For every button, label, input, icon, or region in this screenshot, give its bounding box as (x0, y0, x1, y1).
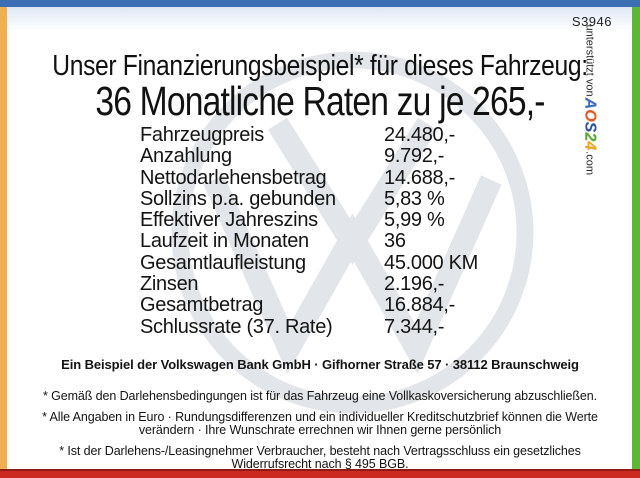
table-row: Zinsen 2.196,- (140, 273, 478, 296)
frame-border-bottom (0, 471, 640, 478)
frame-border-right (632, 7, 640, 469)
disclaimer-rounding: * Alle Angaben in Euro · Rundungsdiffere… (42, 409, 598, 437)
row-label: Gesamtlaufleistung (140, 251, 306, 274)
support-prefix-label: unterstützt von (583, 24, 595, 97)
row-label: Nettodarlehensbetrag (140, 166, 327, 189)
row-value: 2.196,- (384, 273, 445, 296)
aos24-letter: A (581, 97, 598, 110)
row-value: 45.000 KM (384, 251, 479, 274)
row-label: Zinsen (140, 273, 199, 296)
table-row: Laufzeit in Monaten 36 (140, 230, 478, 253)
row-label: Anzahlung (140, 145, 232, 168)
frame-border-left (0, 7, 7, 469)
footer: Ein Beispiel der Volkswagen Bank GmbH · … (0, 357, 640, 478)
aos24-letter: 4 (581, 141, 598, 151)
monthly-rate-headline: 36 Monatliche Raten zu je 265,- (95, 78, 545, 124)
row-label: Effektiver Jahreszins (140, 209, 318, 232)
aos24-letter: 2 (581, 132, 598, 142)
table-row: Sollzins p.a. gebunden 5,83 % (140, 187, 478, 210)
support-suffix-label: .com (583, 151, 595, 175)
page-title: Unser Finanzierungsbeispiel* für dieses … (52, 50, 588, 82)
disclaimer-withdrawal: * Ist der Darlehens-/Leasingnehmer Verbr… (59, 443, 581, 471)
row-value: 9.792,- (384, 145, 445, 168)
table-row: Gesamtlaufleistung 45.000 KM (140, 251, 479, 274)
disclaimer-insurance: * Gemäß den Darlehensbedingungen ist für… (42, 389, 598, 403)
frame-border-bottom-edge (0, 469, 640, 471)
table-row: Schlussrate (37. Rate) 7.344,- (140, 315, 478, 338)
table-row: Effektiver Jahreszins 5,99 % (140, 209, 478, 232)
bank-address-line: Ein Beispiel der Volkswagen Bank GmbH · … (61, 357, 579, 372)
table-row: Fahrzeugpreis 24.480,- (140, 124, 478, 146)
row-value: 7.344,- (384, 315, 445, 338)
row-label: Schlussrate (37. Rate) (140, 315, 333, 338)
aos24-logo: AOS24 (580, 98, 598, 151)
row-value: 5,83 % (384, 187, 445, 210)
aos24-letter: O (581, 109, 598, 122)
table-row: Nettodarlehensbetrag 14.688,- (140, 166, 478, 189)
reference-code: S3946 (571, 14, 612, 29)
header-gradient (0, 7, 640, 31)
support-banner: unterstützt von AOS24 .com (578, 25, 600, 176)
aos24-letter: S (581, 121, 598, 133)
row-value: 36 (384, 230, 406, 253)
row-value: 16.884,- (384, 294, 455, 317)
table-row: Anzahlung 9.792,- (140, 145, 478, 168)
row-label: Laufzeit in Monaten (140, 230, 309, 253)
row-label: Gesamtbetrag (140, 294, 264, 317)
vw-logo-icon (165, 45, 540, 420)
table-row: Gesamtbetrag 16.884,- (140, 294, 478, 317)
row-value: 5,99 % (384, 209, 445, 232)
row-label: Sollzins p.a. gebunden (140, 187, 336, 210)
row-value: 24.480,- (384, 124, 455, 146)
financing-table: Fahrzeugpreis 24.480,- Anzahlung 9.792,-… (140, 124, 479, 338)
row-label: Fahrzeugpreis (140, 124, 264, 146)
row-value: 14.688,- (384, 166, 455, 189)
frame-border-top (0, 0, 640, 7)
